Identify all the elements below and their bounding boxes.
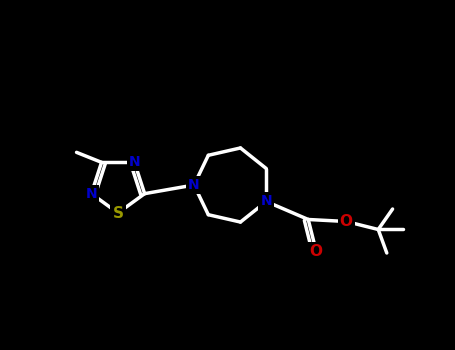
Text: S: S [112, 205, 123, 220]
Text: O: O [340, 214, 353, 229]
Text: O: O [310, 244, 323, 259]
Text: N: N [86, 187, 97, 201]
Text: N: N [129, 155, 140, 169]
Text: N: N [260, 195, 272, 209]
Text: N: N [188, 178, 200, 192]
